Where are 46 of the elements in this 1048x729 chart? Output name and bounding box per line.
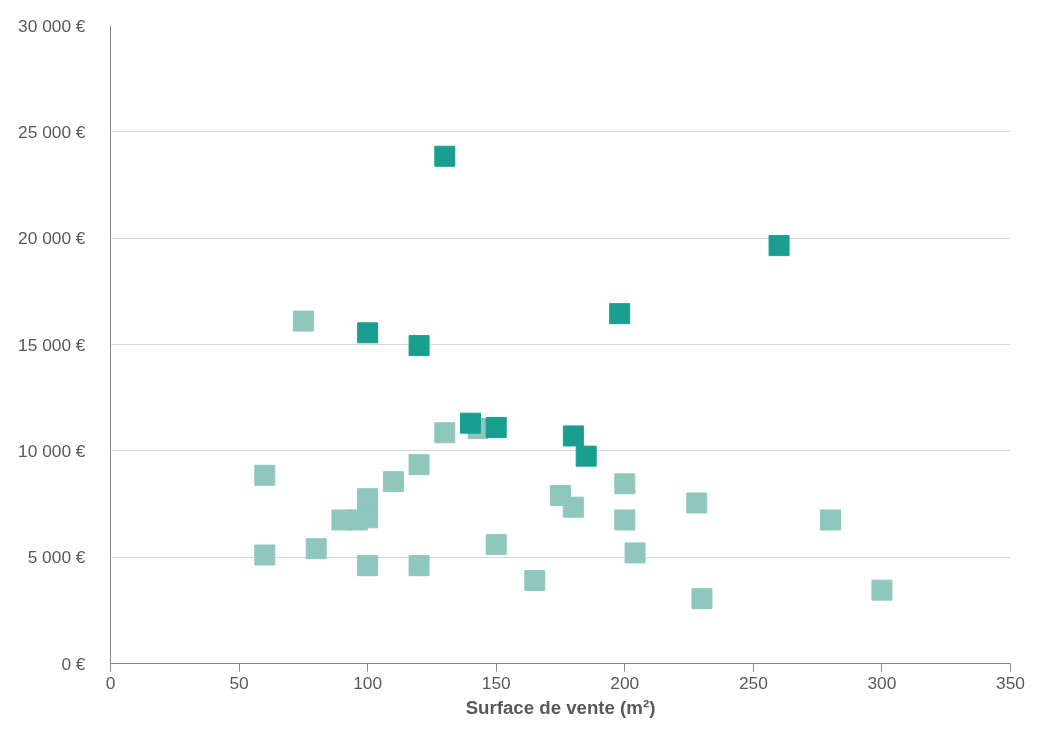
y-tick-label: 25 000 € xyxy=(18,121,86,142)
point xyxy=(408,335,430,357)
x-tick-label: 350 xyxy=(996,672,1025,693)
point xyxy=(609,303,631,325)
x-axis-title: Surface de vente (m²) xyxy=(465,696,656,718)
x-tick-label: 150 xyxy=(481,672,511,693)
point xyxy=(614,473,636,495)
point xyxy=(460,412,481,434)
x-tick-label: 50 xyxy=(229,672,249,693)
point xyxy=(575,445,597,467)
point xyxy=(292,310,314,332)
point xyxy=(768,235,790,257)
point xyxy=(408,454,430,476)
point xyxy=(357,555,379,577)
point xyxy=(357,322,379,344)
x-tick-label: 200 xyxy=(610,672,640,693)
y-tick-label: 5 000 € xyxy=(27,547,86,568)
point xyxy=(382,471,404,493)
point xyxy=(624,542,646,564)
point xyxy=(820,509,841,531)
x-tick-label: 300 xyxy=(867,672,897,693)
y-tick-label: 20 000 € xyxy=(18,228,86,249)
point xyxy=(305,538,327,560)
point xyxy=(524,570,546,592)
point xyxy=(254,544,276,566)
x-tick-label: 100 xyxy=(353,672,383,693)
point xyxy=(254,464,276,486)
y-tick-label: 10 000 € xyxy=(18,440,86,461)
point xyxy=(691,588,713,610)
point xyxy=(485,416,507,438)
point xyxy=(614,509,636,531)
point xyxy=(562,496,584,518)
point xyxy=(434,145,456,167)
point xyxy=(686,492,708,514)
y-tick-label: 30 000 € xyxy=(18,15,86,36)
point xyxy=(357,488,379,510)
point xyxy=(562,425,584,447)
point xyxy=(357,507,379,529)
point xyxy=(408,555,430,577)
x-tick-label: 0 xyxy=(105,672,116,693)
x-tick-label: 250 xyxy=(738,672,768,693)
point xyxy=(485,533,507,555)
y-tick-label: 15 000 € xyxy=(18,334,86,355)
point xyxy=(434,422,456,444)
y-tick-label: 0 € xyxy=(61,653,86,674)
point xyxy=(871,579,893,601)
